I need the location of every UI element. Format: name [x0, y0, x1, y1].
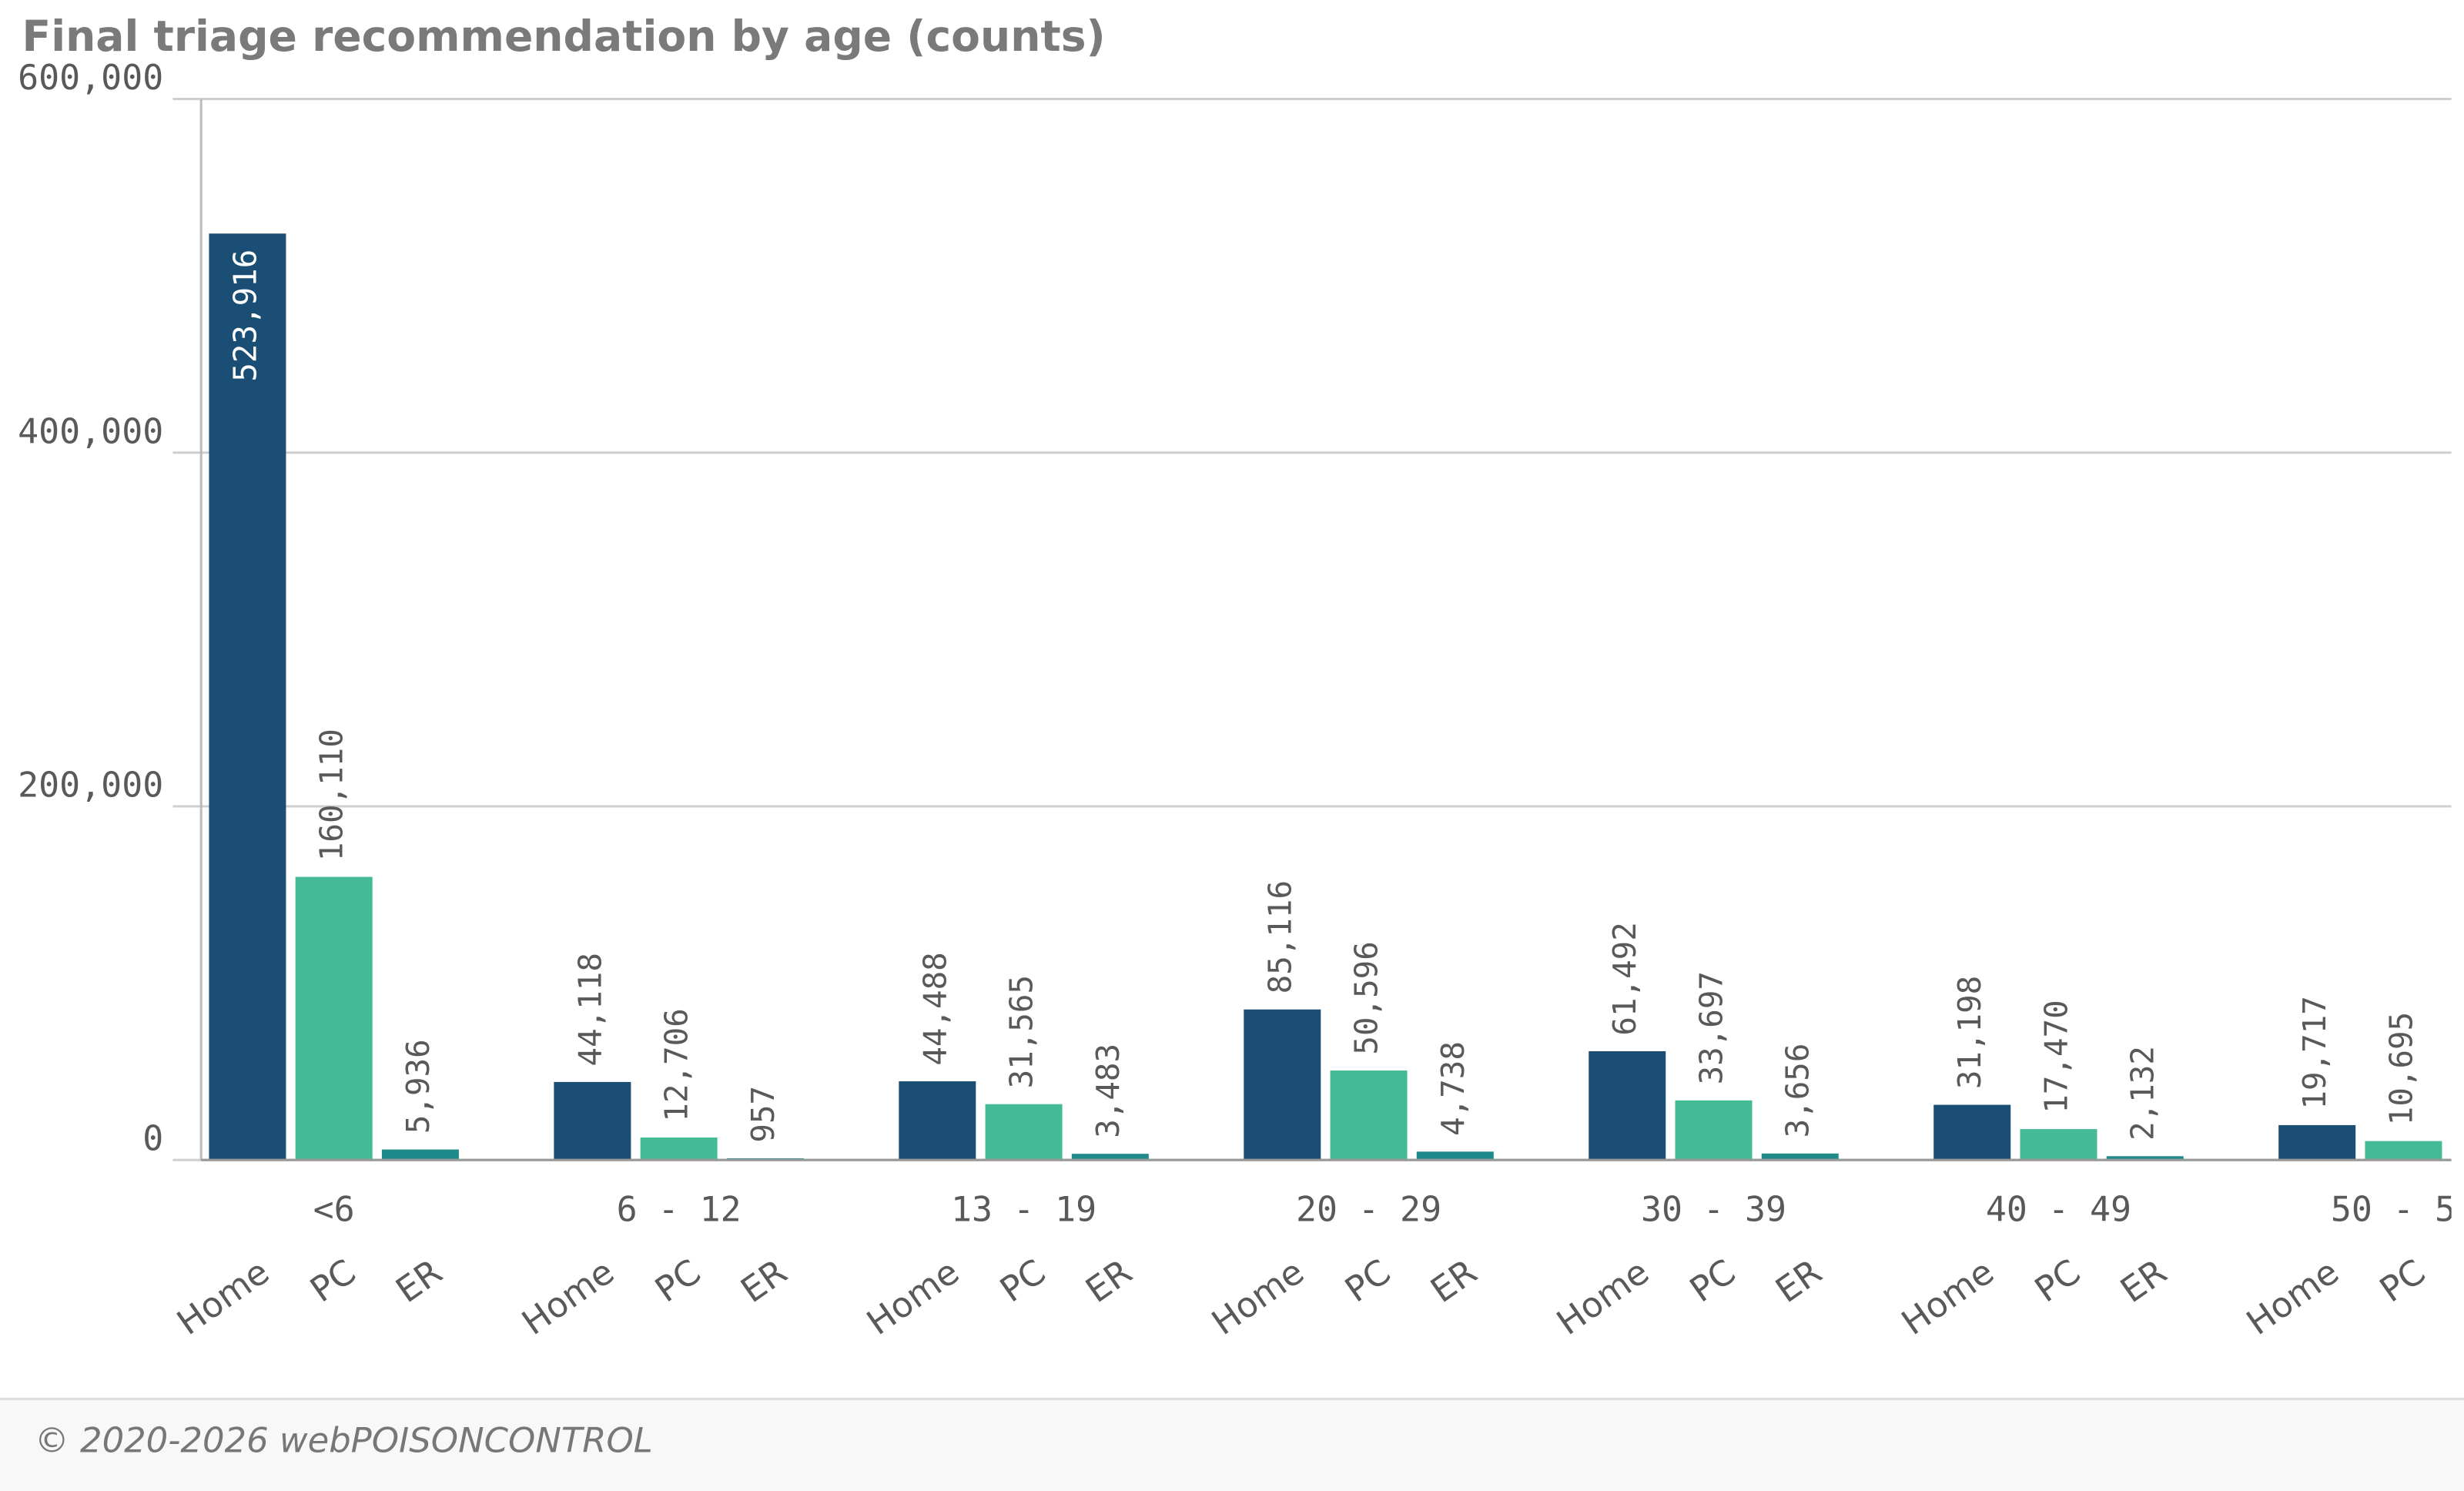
series-sub-label: PC: [303, 1251, 363, 1310]
series-sub-label: PC: [2027, 1251, 2087, 1310]
footer-bg: [0, 1399, 2464, 1491]
bar: [1589, 1050, 1666, 1161]
series-sub-label: PC: [1337, 1251, 1398, 1310]
bar: [295, 876, 373, 1161]
series-sub-label: ER: [733, 1251, 794, 1311]
series-sub-label: Home: [859, 1251, 966, 1342]
value-label: 50,596: [1348, 941, 1385, 1054]
bar: [985, 1104, 1063, 1161]
bar: [554, 1081, 631, 1161]
bar: [2106, 1156, 2184, 1161]
series-sub-label: ER: [2113, 1251, 2174, 1311]
value-label: 12,706: [658, 1008, 695, 1121]
series-sub-label: PC: [648, 1251, 708, 1310]
x-tick-label: 13 - 19: [951, 1189, 1096, 1230]
y-tick-label: 200,000: [18, 764, 163, 805]
value-label: 44,118: [571, 953, 608, 1066]
bar: [2278, 1124, 2356, 1161]
value-label: 85,116: [1261, 880, 1298, 993]
x-tick-label: 50 - 59: [2331, 1189, 2464, 1230]
plot-area: <6 523,916 Home 160,110 PC 5,936 ER 6 - 12 44,11…: [169, 98, 2464, 1343]
bar: [381, 1149, 459, 1161]
value-label: 19,717: [2296, 996, 2333, 1109]
x-tick-label: 30 - 39: [1641, 1189, 1786, 1230]
series-sub-label: Home: [1204, 1251, 1311, 1342]
bar: [1761, 1153, 1839, 1161]
series-sub-label: Home: [169, 1251, 276, 1342]
value-label: 523,916: [226, 250, 263, 382]
value-label: 2,132: [2124, 1046, 2161, 1141]
bar: [2365, 1141, 2442, 1161]
series-sub-label: PC: [1682, 1251, 1743, 1310]
value-label: 3,483: [1090, 1044, 1127, 1138]
bar: [1071, 1154, 1149, 1161]
bar: [1330, 1071, 1408, 1161]
x-tick-label: <6: [313, 1189, 355, 1230]
value-label: 61,492: [1606, 922, 1643, 1035]
value-label: 10,695: [2382, 1012, 2419, 1125]
bar: [640, 1138, 718, 1161]
value-label: 4,738: [1435, 1041, 1471, 1136]
value-label: 31,565: [1003, 975, 1040, 1088]
bar: [1933, 1104, 2011, 1161]
series-sub-label: ER: [1768, 1251, 1829, 1311]
value-label: 957: [745, 1086, 782, 1143]
bar: [209, 233, 286, 1161]
series-sub-label: ER: [1423, 1251, 1484, 1311]
y-tick-label: 0: [142, 1118, 163, 1159]
bar: [2020, 1129, 2097, 1161]
chart-title: Final triage recommendation by age (coun…: [22, 12, 1106, 61]
value-label: 44,488: [916, 952, 953, 1065]
y-tick-label: 600,000: [18, 57, 163, 98]
series-sub-label: PC: [2372, 1251, 2432, 1310]
bar: [1244, 1009, 1321, 1161]
series-sub-label: Home: [1894, 1251, 2001, 1342]
value-label: 160,110: [313, 729, 350, 861]
x-tick-label: 20 - 29: [1296, 1189, 1441, 1230]
series-sub-label: Home: [1549, 1251, 1656, 1342]
series-sub-label: ER: [1078, 1251, 1139, 1311]
series-sub-label: Home: [2239, 1251, 2346, 1342]
x-tick-label: 6 - 12: [617, 1189, 742, 1230]
value-label: 17,470: [2037, 1000, 2074, 1113]
footer: © 2020-2026 webPOISONCONTROL: [35, 1420, 653, 1461]
value-label: 31,198: [1951, 976, 1988, 1089]
series-sub-label: Home: [514, 1251, 621, 1342]
value-label: 5,936: [400, 1039, 437, 1134]
series-sub-label: ER: [388, 1251, 449, 1311]
x-tick-label: 40 - 49: [1986, 1189, 2131, 1230]
bar: [899, 1081, 976, 1161]
bar: [1416, 1151, 1494, 1161]
y-tick-label: 400,000: [18, 410, 163, 451]
value-label: 3,656: [1779, 1044, 1816, 1138]
value-label: 33,697: [1693, 971, 1730, 1084]
bar: [1675, 1100, 1753, 1161]
series-sub-label: PC: [993, 1251, 1053, 1310]
